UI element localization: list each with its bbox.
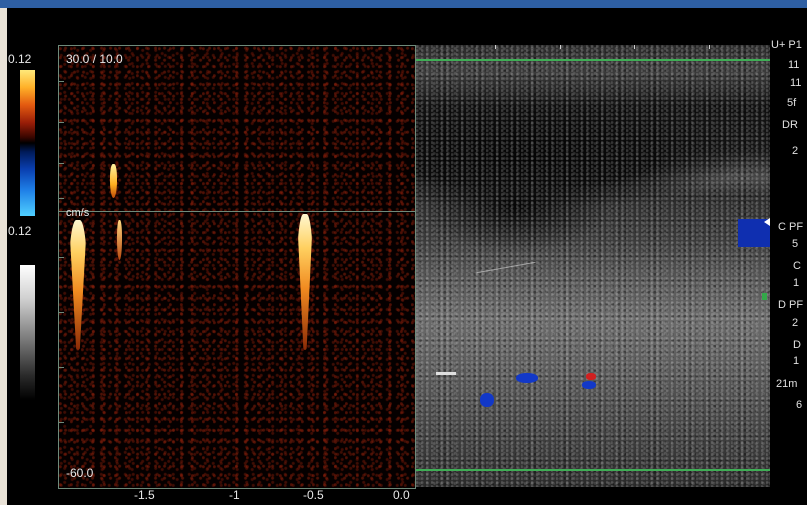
param-line: C PF xyxy=(778,221,804,233)
axis-tick xyxy=(59,198,64,199)
bmode-image[interactable] xyxy=(416,45,770,487)
velocity-min-label: -60.0 xyxy=(66,466,94,480)
param-line: DR xyxy=(782,119,798,131)
tissue-speckle xyxy=(416,45,770,487)
velocity-color-bar xyxy=(20,70,35,216)
time-tick-label: 0.0 xyxy=(393,488,410,502)
roi-boundary-bottom xyxy=(416,469,770,471)
param-line: D xyxy=(793,339,801,351)
velocity-unit-label: cm/s xyxy=(66,207,90,219)
window-title-bar xyxy=(0,0,807,8)
axis-tick xyxy=(59,81,64,82)
param-line: 5f xyxy=(787,97,797,109)
grayscale-bar xyxy=(20,265,35,400)
axis-tick xyxy=(59,367,64,368)
scale-tick xyxy=(560,45,561,49)
doppler-flare xyxy=(117,220,122,260)
spectral-noise xyxy=(59,212,415,488)
param-line: 2 xyxy=(792,145,799,157)
param-line: 11 xyxy=(790,77,802,89)
axis-tick xyxy=(59,163,64,164)
doppler-flare xyxy=(110,164,117,198)
color-doppler-blob xyxy=(516,373,538,383)
caret-icon xyxy=(764,218,770,226)
vessel-lumen xyxy=(416,105,770,205)
spectral-noise xyxy=(59,46,415,211)
gray-scale-top-value: 0.12 xyxy=(8,224,32,238)
axis-tick xyxy=(59,422,64,423)
color-doppler-blob xyxy=(480,393,494,407)
color-doppler-blob xyxy=(586,373,596,380)
roi-boundary-top xyxy=(416,59,770,61)
spectral-panel-upper[interactable] xyxy=(58,45,416,212)
param-line: 21m xyxy=(776,378,798,390)
bright-echo xyxy=(436,372,456,375)
param-line: D PF xyxy=(778,299,804,311)
gate-indicator xyxy=(762,293,767,300)
scale-tick xyxy=(495,45,496,49)
param-line: U+ P1 xyxy=(771,39,802,51)
time-tick-label: -1.5 xyxy=(134,488,155,502)
window-left-border xyxy=(0,8,7,505)
param-line: 2 xyxy=(792,317,799,329)
axis-tick xyxy=(59,122,64,123)
scale-tick xyxy=(634,45,635,49)
param-line: 6 xyxy=(796,399,803,411)
axis-tick xyxy=(59,257,64,258)
spectral-panel-lower[interactable] xyxy=(58,211,416,489)
param-line: 11 xyxy=(788,59,800,71)
color-doppler-blob xyxy=(582,381,596,389)
axis-tick xyxy=(59,312,64,313)
time-tick-label: -0.5 xyxy=(303,488,324,502)
param-line: 1 xyxy=(793,277,800,289)
param-line: 5 xyxy=(792,238,799,250)
scale-tick xyxy=(709,45,710,49)
color-scale-top-value: 0.12 xyxy=(8,52,32,66)
prf-label: 30.0 / 10.0 xyxy=(66,52,123,66)
param-line: 1 xyxy=(793,355,800,367)
time-tick-label: -1 xyxy=(229,488,240,502)
param-line: C xyxy=(793,260,801,272)
